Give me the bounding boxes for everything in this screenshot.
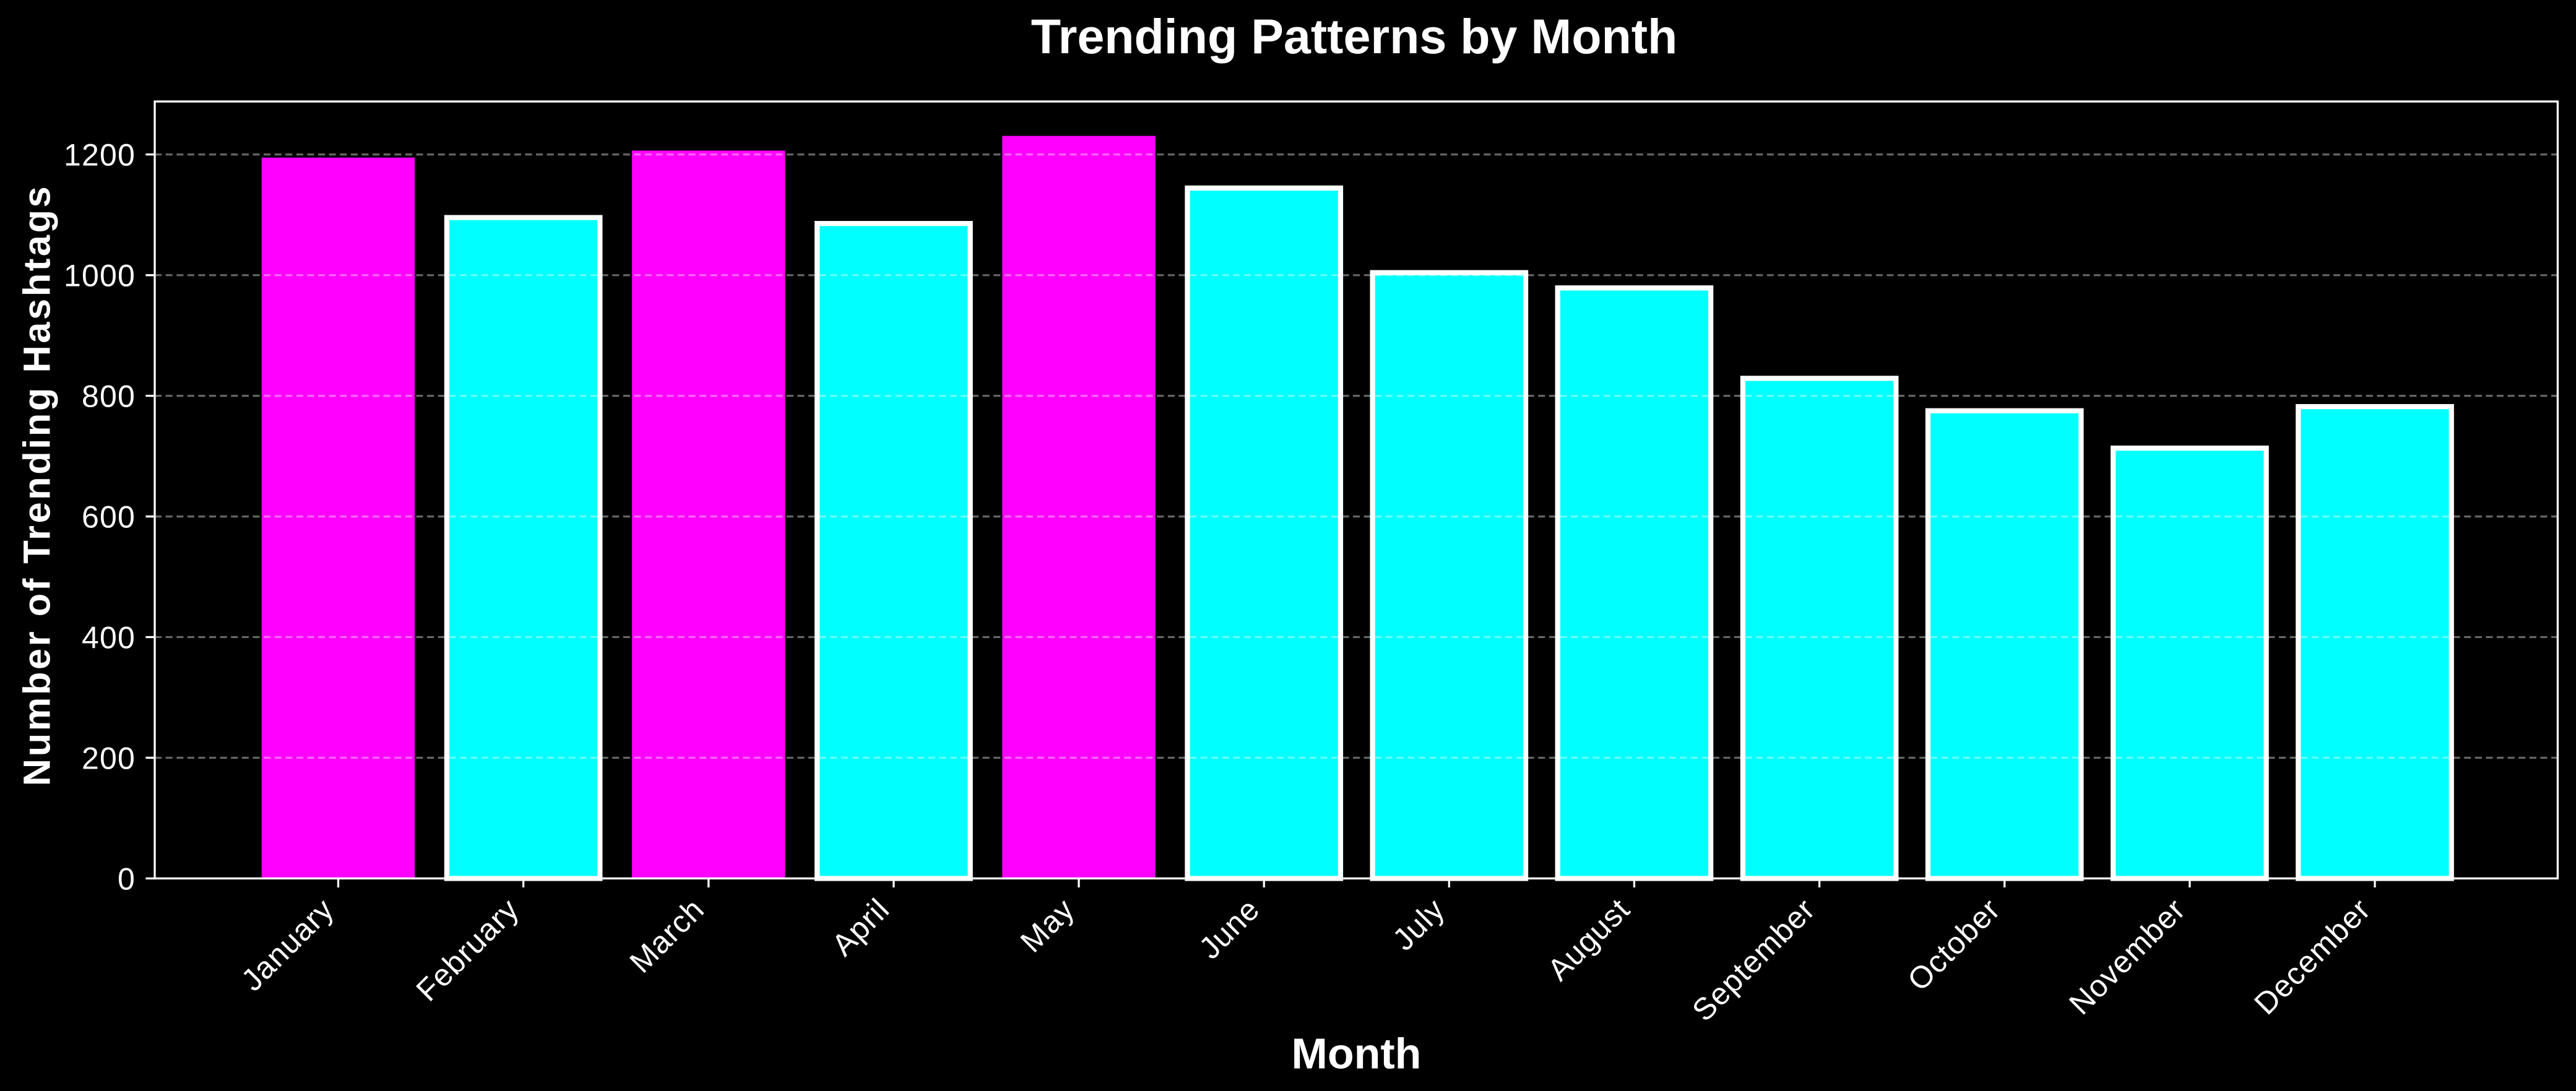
svg-text:200: 200 xyxy=(82,741,136,776)
svg-text:1000: 1000 xyxy=(64,259,136,293)
svg-text:1200: 1200 xyxy=(64,138,136,173)
svg-text:Month: Month xyxy=(1292,1029,1422,1077)
svg-text:800: 800 xyxy=(82,379,136,414)
svg-text:Number of Trending Hashtags: Number of Trending Hashtags xyxy=(16,184,59,787)
svg-text:400: 400 xyxy=(82,621,136,655)
svg-text:Trending Patterns by Month: Trending Patterns by Month xyxy=(1031,9,1678,64)
svg-text:600: 600 xyxy=(82,500,136,535)
svg-text:0: 0 xyxy=(118,862,136,897)
